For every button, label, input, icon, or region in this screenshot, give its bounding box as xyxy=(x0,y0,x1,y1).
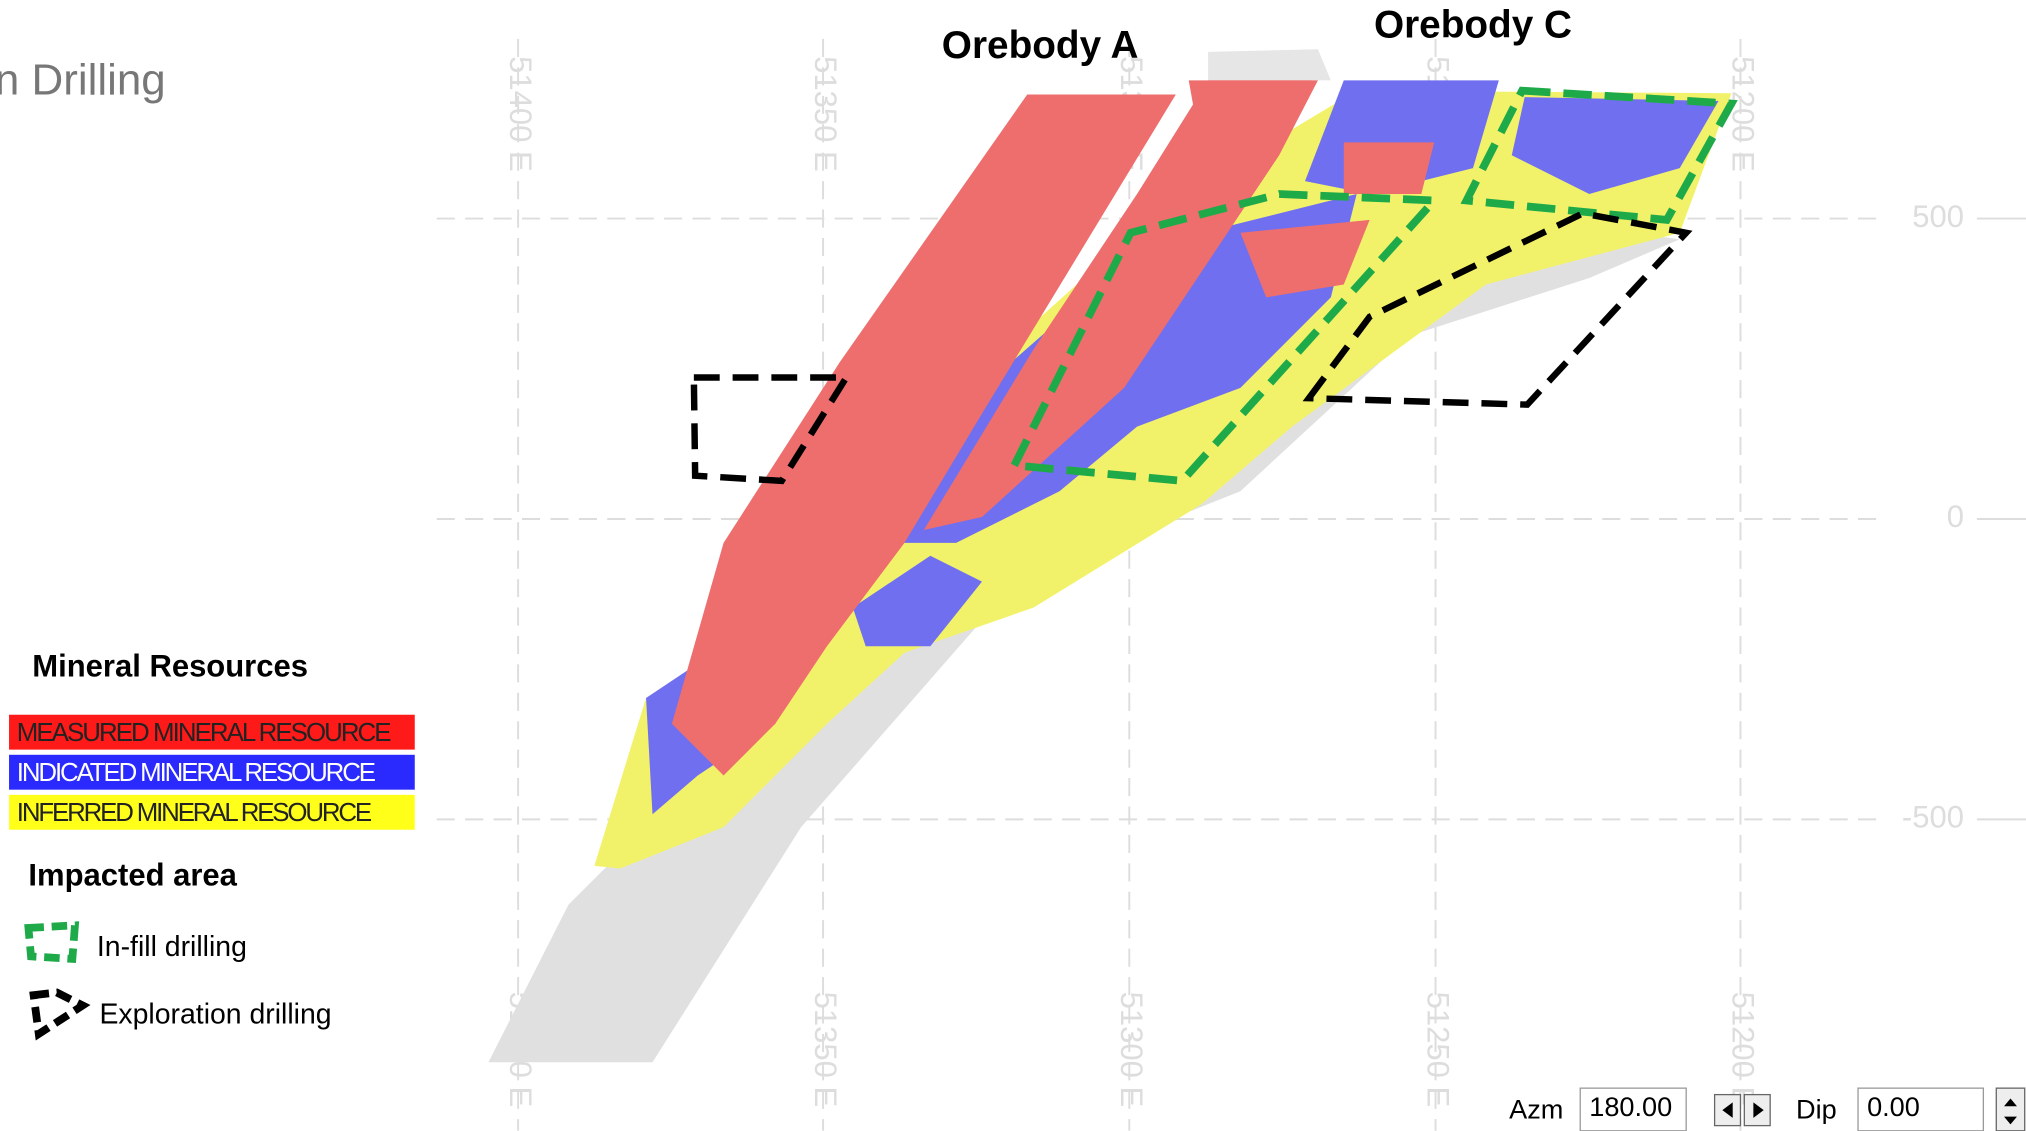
legend-icon xyxy=(29,988,91,1041)
measured-zone xyxy=(1343,142,1435,195)
measured-zone xyxy=(1240,219,1370,298)
easting-label: 51400 E xyxy=(503,56,538,172)
arrow-icon xyxy=(1753,1102,1764,1118)
dip-input[interactable] xyxy=(1857,1087,1985,1131)
shadow xyxy=(1208,49,1331,81)
measured-zone xyxy=(1188,80,1312,117)
arrow-icon xyxy=(1722,1102,1733,1118)
shadow xyxy=(488,219,1680,1063)
orebody-label: Orebody C xyxy=(1374,4,1572,47)
legend-title: Impacted area xyxy=(28,858,237,893)
control-value: 0.00 xyxy=(1867,1091,1920,1122)
measured-zone xyxy=(671,94,1176,776)
legend-item: INDICATED MINERAL RESOURCE xyxy=(17,759,376,787)
indicated-zone xyxy=(852,555,982,647)
legend-item: Exploration drilling xyxy=(99,998,331,1030)
section-view xyxy=(488,49,1738,1063)
legend-item: INFERRED MINERAL RESOURCE xyxy=(17,799,372,827)
exploration-outline xyxy=(690,374,853,485)
legend-title: Mineral Resources xyxy=(32,648,308,683)
indicated-zone xyxy=(1511,97,1719,195)
legend-item: In-fill drilling xyxy=(97,931,247,963)
elevation-label: 500 xyxy=(1912,199,1964,234)
control-label: Dip xyxy=(1796,1094,1837,1125)
elevation-label: 0 xyxy=(1947,499,1964,534)
spinner[interactable] xyxy=(1995,1087,2026,1131)
easting-label: 51200 E xyxy=(1725,992,1760,1108)
exploration-outline xyxy=(1302,210,1693,408)
elevation-label: -500 xyxy=(1902,800,1964,835)
legend-swatch xyxy=(9,754,415,790)
legend-swatch xyxy=(9,794,415,830)
easting-label: 51350 E xyxy=(808,992,843,1108)
control-label: Azm xyxy=(1509,1094,1563,1125)
legend-icon xyxy=(24,921,80,964)
easting-label: 51350 E xyxy=(808,56,843,172)
spinner-icon xyxy=(2004,1116,2017,1125)
azm-input[interactable] xyxy=(1579,1087,1687,1131)
orebody-label: Orebody A xyxy=(942,24,1139,67)
infill-outline xyxy=(1460,86,1738,224)
measured-zone xyxy=(923,80,1318,530)
spinner-icon xyxy=(2004,1098,2017,1107)
title: n Drilling xyxy=(0,56,166,105)
legend-item: MEASURED MINERAL RESOURCE xyxy=(17,719,392,747)
infill-outline xyxy=(1008,190,1443,485)
control-value: 180.00 xyxy=(1589,1091,1672,1122)
easting-label: 51300 E xyxy=(1114,992,1149,1108)
legend-swatch xyxy=(9,714,415,750)
easting-label: 51200 E xyxy=(1725,56,1760,171)
easting-label: 51250 E xyxy=(1420,992,1455,1108)
